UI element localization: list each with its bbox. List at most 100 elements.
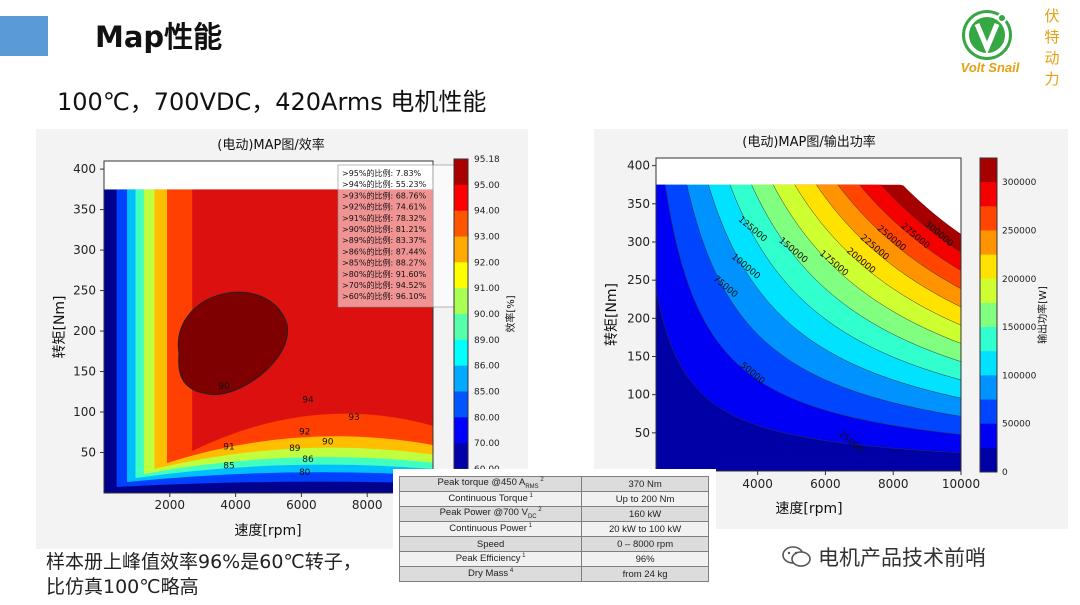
spec-label: Dry Mass 4 — [398, 566, 583, 582]
spec-label: Speed — [398, 536, 583, 552]
spec-row: Dry Mass 4 from 24 kg — [398, 566, 709, 582]
colorbar-segment — [454, 210, 468, 237]
colorbar-segment — [454, 159, 468, 186]
spec-row: Speed 0 – 8000 rpm — [398, 536, 709, 552]
efficiency-map-panel: (电动)MAP图/效率 90 94 93 92 91 90 89 86 85 80 50 100 150 2… — [36, 129, 528, 549]
ratio-legend-entry: >86%的比例: 87.44% — [342, 246, 427, 256]
contour-label: 86 — [302, 455, 314, 465]
colorbar-segment — [980, 158, 997, 183]
x-axis-label: 速度[rpm] — [775, 501, 842, 517]
colorbar-tick-label: 85.00 — [474, 388, 500, 398]
peak-efficiency-island — [177, 291, 289, 395]
colorbar-tick-label: 90.00 — [474, 310, 500, 320]
note-text: 样本册上峰值效率96%是60℃转子， 比仿真100℃略高 — [46, 550, 362, 600]
logo-text: Volt Snail — [960, 60, 1020, 75]
colorbar-segment — [980, 278, 997, 304]
ratio-legend-entry: >90%的比例: 81.21% — [342, 224, 427, 234]
y-axis-label: 转矩[Nm] — [52, 295, 68, 358]
contour-label: 90 — [322, 437, 334, 447]
spec-row: Peak torque @450 ARMS 2 370 Nm — [398, 476, 709, 492]
colorbar-tick-label: 92.00 — [474, 258, 500, 268]
spec-value: 20 kW to 100 kW — [581, 521, 709, 537]
y-axis-label: 转矩[Nm] — [604, 283, 620, 346]
spec-label: Continuous Torque 1 — [398, 491, 583, 507]
power-band — [656, 184, 961, 471]
contour-label: 89 — [289, 444, 301, 454]
spec-row: Peak Power @700 VDC 2 160 kW — [398, 506, 709, 522]
colorbar-tick-label: 0 — [1002, 468, 1008, 478]
spec-value: 96% — [581, 551, 709, 567]
colorbar-label: 效率[%] — [504, 295, 517, 332]
power-map-panel: (电动)MAP图/输出功率 25000 50000 75000 100000 125000… — [594, 129, 1068, 529]
y-tick-label: 50 — [635, 426, 650, 440]
logo-chinese: 伏特动力 — [1044, 7, 1060, 88]
spec-value: from 24 kg — [581, 566, 709, 582]
ratio-legend-entry: >89%的比例: 83.37% — [342, 235, 427, 245]
colorbar-label: 输出功率[W] — [1036, 286, 1049, 344]
y-tick-label: 400 — [627, 159, 650, 173]
colorbar-segment — [454, 314, 468, 341]
y-tick-label: 350 — [627, 197, 650, 211]
colorbar-tick-label: 100000 — [1002, 371, 1037, 381]
colorbar-segment — [454, 339, 468, 367]
chart-title: (电动)MAP图/输出功率 — [742, 134, 875, 150]
x-tick-label: 8000 — [878, 477, 909, 491]
colorbar-segment — [980, 254, 997, 280]
contour-label: 90 — [218, 382, 230, 392]
accent-block — [0, 16, 48, 56]
colorbar-segment — [454, 262, 468, 289]
x-tick-label: 6000 — [286, 498, 317, 512]
y-tick-label: 150 — [73, 365, 96, 379]
spec-row: Peak Efficiency 1 96% — [398, 551, 709, 567]
spec-value: 160 kW — [581, 506, 709, 522]
colorbar-segment — [454, 365, 468, 392]
colorbar-tick-label: 150000 — [1002, 323, 1037, 333]
note-line-1: 样本册上峰值效率96%是60℃转子， — [46, 551, 362, 573]
slide-title: Map性能 — [95, 20, 223, 54]
colorbar-segment — [980, 423, 997, 449]
power-band — [656, 288, 961, 471]
plot-frame — [103, 160, 434, 494]
colorbar-tick-label: 250000 — [1002, 226, 1037, 236]
colorbar-tick-label: 80.00 — [474, 413, 500, 423]
spec-label: Peak Power @700 VDC 2 — [398, 506, 583, 522]
wechat-icon — [782, 546, 811, 567]
colorbar-segment — [980, 302, 997, 328]
spec-row: Continuous Torque 1 Up to 200 Nm — [398, 491, 709, 507]
contour-label: 85 — [223, 462, 234, 472]
y-tick-label: 350 — [73, 203, 96, 217]
volt-snail-logo: Volt Snail — [948, 6, 1032, 78]
y-tick-label: 250 — [627, 273, 650, 287]
colorbar-tick-label: 70.00 — [474, 439, 500, 449]
ratio-legend-entry: >93%的比例: 68.76% — [342, 190, 427, 200]
ratio-legend-entry: >94%的比例: 55.23% — [342, 179, 427, 189]
colorbar-tick-label: 94.00 — [474, 207, 500, 217]
colorbar-tick-label: 91.00 — [474, 284, 500, 294]
colorbar-segment — [454, 417, 468, 444]
y-tick-label: 300 — [73, 243, 96, 257]
y-tick-label: 300 — [627, 235, 650, 249]
ratio-legend-entry: >91%的比例: 78.32% — [342, 213, 427, 223]
chart-title: (电动)MAP图/效率 — [217, 137, 324, 153]
colorbar-tick-label: 95.00 — [474, 181, 500, 191]
colorbar-segment — [980, 351, 997, 376]
colorbar-tick-label: 86.00 — [474, 362, 500, 372]
ratio-legend-entry: >92%的比例: 74.61% — [342, 202, 427, 212]
contour-label: 93 — [348, 413, 359, 423]
x-tick-label: 6000 — [810, 477, 841, 491]
colorbar-tick-label: 89.00 — [474, 336, 500, 346]
ratio-legend-entry: >60%的比例: 96.10% — [342, 291, 427, 301]
x-tick-label: 8000 — [352, 498, 383, 512]
colorbar-tick-label: 93.00 — [474, 233, 500, 243]
y-tick-label: 100 — [627, 388, 650, 402]
slide-subtitle: 100℃，700VDC，420Arms 电机性能 — [57, 88, 487, 116]
colorbar-tick-label: 95.18 — [474, 155, 500, 165]
ratio-legend-entry: >70%的比例: 94.52% — [342, 280, 427, 290]
colorbar-segment — [980, 399, 997, 425]
x-tick-label: 10000 — [942, 477, 980, 491]
spec-label: Peak torque @450 ARMS 2 — [398, 476, 583, 492]
colorbar-segment — [454, 236, 468, 263]
colorbar-tick-label: 300000 — [1002, 178, 1037, 188]
colorbar-segment — [980, 206, 997, 231]
power-map-chart: (电动)MAP图/输出功率250005000075000100000125000… — [604, 134, 1049, 517]
